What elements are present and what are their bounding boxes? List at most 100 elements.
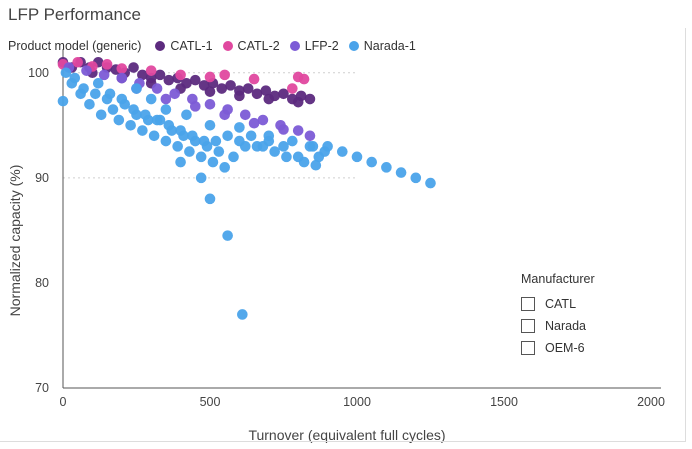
data-point-narada-1[interactable] <box>151 114 163 126</box>
data-point-narada-1[interactable] <box>304 141 316 152</box>
data-point-narada-1[interactable] <box>60 67 72 79</box>
data-point-narada-1[interactable] <box>92 77 104 89</box>
data-point-narada-1[interactable] <box>319 146 330 157</box>
data-point-narada-1[interactable] <box>298 156 310 168</box>
data-point-catl-1[interactable] <box>154 69 166 81</box>
data-point-catl-2[interactable] <box>248 73 260 85</box>
data-point-narada-1[interactable] <box>140 109 151 121</box>
data-point-catl-1[interactable] <box>204 86 216 97</box>
data-point-narada-1[interactable] <box>281 151 292 163</box>
data-point-catl-2[interactable] <box>116 63 128 74</box>
data-point-narada-1[interactable] <box>213 146 225 157</box>
data-point-narada-1[interactable] <box>187 130 198 142</box>
data-point-narada-1[interactable] <box>57 95 69 107</box>
legend-item-catl-2[interactable]: CATL-2 <box>222 39 280 53</box>
data-point-narada-1[interactable] <box>131 83 142 94</box>
legend-item-narada-1[interactable]: Narada-1 <box>348 39 416 53</box>
data-point-narada-1[interactable] <box>219 162 230 173</box>
data-point-narada-1[interactable] <box>395 167 407 178</box>
data-point-narada-1[interactable] <box>175 125 186 136</box>
data-point-narada-1[interactable] <box>310 159 322 171</box>
data-point-narada-1[interactable] <box>113 114 125 126</box>
data-point-narada-1[interactable] <box>172 141 183 152</box>
data-point-narada-1[interactable] <box>181 109 192 121</box>
data-point-narada-1[interactable] <box>148 130 160 142</box>
data-point-narada-1[interactable] <box>195 172 207 184</box>
data-point-lfp-2[interactable] <box>239 109 251 121</box>
data-point-narada-1[interactable] <box>204 193 216 205</box>
data-point-catl-1[interactable] <box>304 93 316 105</box>
data-point-catl-1[interactable] <box>260 85 272 96</box>
data-point-lfp-2[interactable] <box>160 93 172 105</box>
data-point-narada-1[interactable] <box>210 135 222 147</box>
data-point-catl-2[interactable] <box>101 59 113 70</box>
data-point-narada-1[interactable] <box>66 77 78 89</box>
data-point-narada-1[interactable] <box>90 88 101 100</box>
data-point-lfp-2[interactable] <box>278 124 289 135</box>
data-point-catl-1[interactable] <box>225 80 236 91</box>
data-point-lfp-2[interactable] <box>204 98 216 110</box>
data-point-catl-1[interactable] <box>137 69 148 81</box>
data-point-narada-1[interactable] <box>160 104 172 115</box>
checkbox-oem-6[interactable] <box>521 341 535 355</box>
data-point-catl-1[interactable] <box>251 88 263 100</box>
legend-item-lfp-2[interactable]: LFP-2 <box>289 39 339 53</box>
data-point-narada-1[interactable] <box>75 88 86 100</box>
data-point-narada-1[interactable] <box>163 120 175 131</box>
data-point-catl-2[interactable] <box>175 69 186 81</box>
data-point-narada-1[interactable] <box>381 162 392 173</box>
data-point-catl-1[interactable] <box>263 93 275 105</box>
data-point-narada-1[interactable] <box>160 135 172 147</box>
filter-option-catl[interactable]: CATL <box>521 293 595 315</box>
data-point-narada-1[interactable] <box>116 93 128 105</box>
data-point-catl-1[interactable] <box>163 74 175 86</box>
data-point-narada-1[interactable] <box>104 88 116 100</box>
data-point-lfp-2[interactable] <box>151 83 163 94</box>
data-point-lfp-2[interactable] <box>248 117 260 129</box>
data-point-narada-1[interactable] <box>237 309 248 320</box>
data-point-narada-1[interactable] <box>145 93 157 105</box>
data-point-narada-1[interactable] <box>245 130 257 142</box>
data-point-narada-1[interactable] <box>263 130 275 142</box>
data-point-catl-1[interactable] <box>128 62 139 73</box>
data-point-catl-2[interactable] <box>287 83 298 94</box>
data-point-catl-2[interactable] <box>219 69 230 81</box>
data-point-catl-2[interactable] <box>145 65 157 76</box>
data-point-catl-1[interactable] <box>234 90 245 102</box>
data-point-narada-1[interactable] <box>425 177 436 189</box>
filter-option-oem-6[interactable]: OEM-6 <box>521 337 595 359</box>
data-point-catl-1[interactable] <box>216 83 228 94</box>
data-point-narada-1[interactable] <box>287 135 298 147</box>
data-point-lfp-2[interactable] <box>116 72 128 84</box>
data-point-narada-1[interactable] <box>351 151 363 163</box>
data-point-narada-1[interactable] <box>228 151 239 163</box>
checkbox-narada[interactable] <box>521 319 535 333</box>
legend-item-catl-1[interactable]: CATL-1 <box>155 39 213 53</box>
data-point-narada-1[interactable] <box>234 135 245 147</box>
data-point-narada-1[interactable] <box>234 122 245 133</box>
data-point-catl-1[interactable] <box>292 96 304 108</box>
data-point-catl-2[interactable] <box>298 73 310 85</box>
checkbox-catl[interactable] <box>521 297 535 311</box>
data-point-lfp-2[interactable] <box>304 130 316 142</box>
data-point-narada-1[interactable] <box>128 104 139 115</box>
filter-option-narada[interactable]: Narada <box>521 315 595 337</box>
data-point-narada-1[interactable] <box>84 98 95 110</box>
data-point-narada-1[interactable] <box>107 104 119 115</box>
data-point-catl-2[interactable] <box>72 56 83 68</box>
data-point-narada-1[interactable] <box>207 156 219 168</box>
data-point-narada-1[interactable] <box>137 125 148 136</box>
data-point-narada-1[interactable] <box>410 172 422 184</box>
data-point-lfp-2[interactable] <box>292 125 304 136</box>
data-point-narada-1[interactable] <box>278 141 289 152</box>
data-point-catl-1[interactable] <box>278 88 289 100</box>
data-point-lfp-2[interactable] <box>98 69 110 81</box>
data-point-narada-1[interactable] <box>337 146 348 157</box>
data-point-narada-1[interactable] <box>222 130 233 142</box>
data-point-narada-1[interactable] <box>198 135 210 147</box>
data-point-lfp-2[interactable] <box>169 88 181 100</box>
data-point-narada-1[interactable] <box>222 230 233 241</box>
data-point-catl-1[interactable] <box>242 83 254 94</box>
data-point-lfp-2[interactable] <box>190 101 201 112</box>
data-point-narada-1[interactable] <box>269 146 280 157</box>
